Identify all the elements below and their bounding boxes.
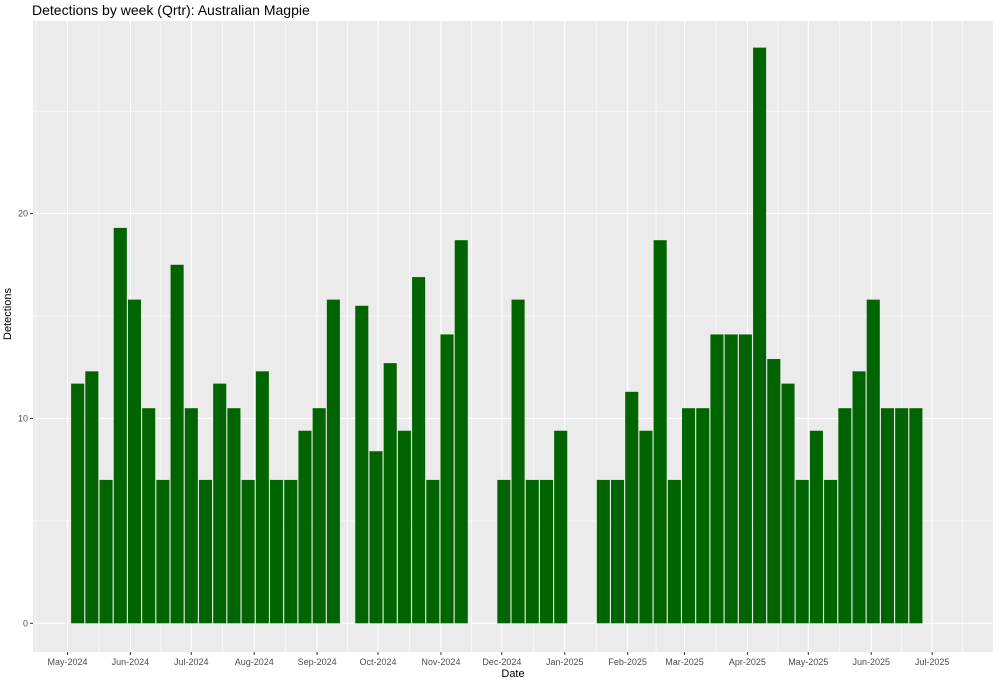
x-tick-label: Feb-2025: [608, 657, 647, 667]
bar: [383, 363, 397, 624]
x-tick-label: May-2024: [47, 657, 87, 667]
bar: [596, 479, 610, 624]
bar: [113, 227, 127, 624]
bar: [142, 408, 156, 624]
bar: [809, 430, 823, 624]
bar: [497, 479, 511, 624]
bar: [227, 408, 241, 624]
bar: [355, 305, 369, 624]
bar: [241, 479, 255, 624]
bar: [454, 240, 468, 624]
bar: [369, 451, 383, 624]
bar: [284, 479, 298, 624]
bar: [795, 479, 809, 624]
bar: [511, 299, 525, 624]
bar: [610, 479, 625, 624]
bar: [426, 479, 440, 624]
bar: [85, 371, 99, 624]
bar: [255, 371, 269, 624]
bars: [71, 47, 923, 624]
bar: [682, 408, 696, 624]
bar: [156, 479, 170, 624]
x-tick-label: Apr-2025: [729, 657, 766, 667]
bar: [895, 408, 909, 624]
chart-title: Detections by week (Qrtr): Australian Ma…: [32, 2, 310, 18]
x-tick-label: Mar-2025: [665, 657, 704, 667]
bar: [539, 479, 554, 624]
x-tick-label: Nov-2024: [421, 657, 460, 667]
x-tick-label: Jul-2024: [174, 657, 209, 667]
bar: [184, 408, 198, 624]
x-tick-label: Oct-2024: [360, 657, 397, 667]
x-tick-label: Aug-2024: [235, 657, 274, 667]
bar: [312, 408, 326, 624]
y-axis: 0 10 20: [18, 209, 33, 628]
x-tick-label: Jun-2025: [852, 657, 890, 667]
bar: [397, 430, 411, 624]
bar: [127, 299, 142, 624]
bar: [625, 391, 639, 624]
y-tick-label: 0: [23, 618, 28, 628]
bar: [71, 383, 85, 624]
grid-minor: [33, 21, 993, 652]
bar: [170, 264, 184, 624]
bar: [667, 479, 681, 624]
bar: [99, 479, 113, 624]
bar: [724, 334, 738, 624]
bar: [298, 430, 312, 624]
x-tick-label: Jun-2024: [112, 657, 150, 667]
bar: [866, 299, 880, 624]
bar: [781, 383, 795, 624]
bar: [880, 408, 894, 624]
bar: [696, 408, 710, 624]
bar: [326, 299, 340, 624]
bar: [738, 334, 752, 624]
bar: [525, 479, 539, 624]
y-tick-label: 20: [18, 209, 28, 219]
bar: [824, 479, 838, 624]
x-axis: May-2024 Jun-2024 Jul-2024 Aug-2024 Sep-2024…: [47, 652, 949, 667]
x-tick-label: Jan-2025: [546, 657, 584, 667]
bar: [710, 334, 724, 624]
bar: [440, 334, 454, 624]
x-tick-label: Jul-2025: [915, 657, 950, 667]
bar: [639, 430, 653, 624]
bar: [767, 359, 781, 624]
x-tick-label: May-2025: [788, 657, 828, 667]
bar: [653, 240, 667, 624]
bar: [838, 408, 852, 624]
bar: [213, 383, 227, 624]
x-tick-label: Dec-2024: [482, 657, 521, 667]
bar: [270, 479, 284, 624]
bar: [412, 277, 426, 624]
x-axis-label: Date: [501, 668, 525, 680]
y-tick-label: 10: [18, 413, 28, 423]
bar: [852, 371, 866, 624]
bar: [554, 430, 568, 624]
x-tick-label: Sep-2024: [298, 657, 337, 667]
bar: [909, 408, 923, 624]
bar: [198, 479, 213, 624]
bar: [753, 47, 767, 624]
